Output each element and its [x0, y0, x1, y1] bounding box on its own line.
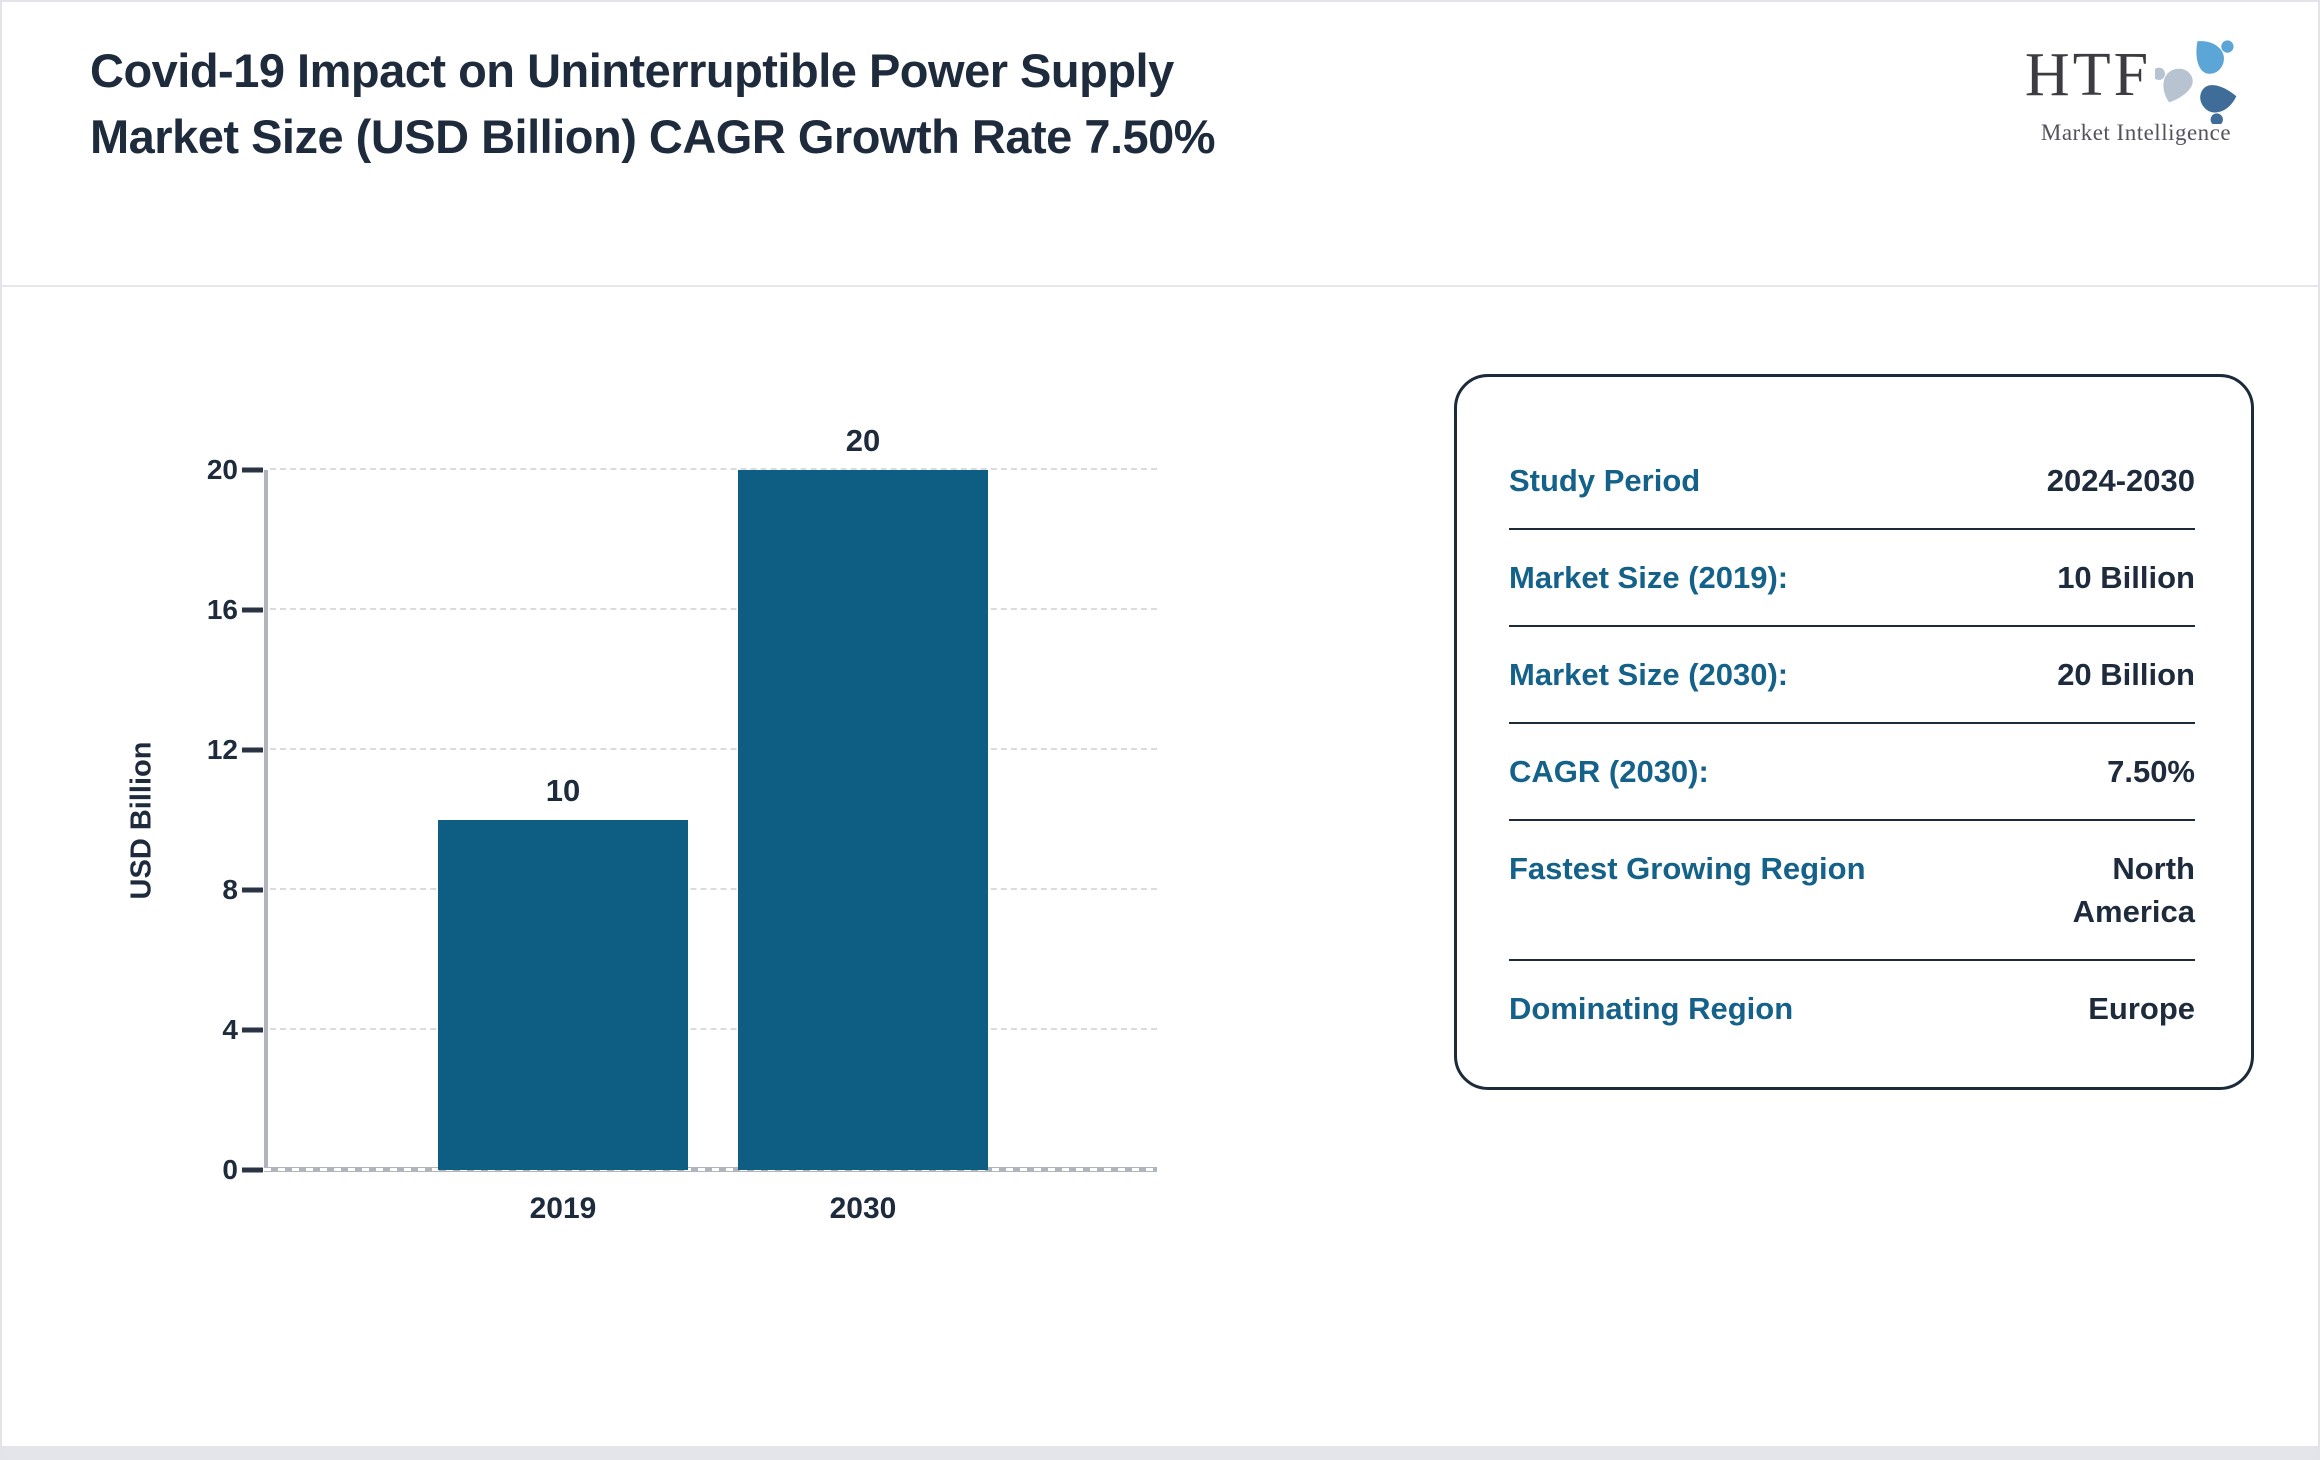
info-row-label: Market Size (2030):	[1509, 657, 1789, 692]
gridline	[270, 888, 1157, 890]
info-row-market-size-2019: Market Size (2019): 10 Billion	[1509, 530, 2195, 627]
info-row-value: North America	[2072, 851, 2195, 929]
y-axis-tick-mark	[242, 607, 263, 613]
info-row-study-period: Study Period 2024-2030	[1509, 433, 2195, 530]
info-row-label: Fastest Growing Region	[1509, 851, 1866, 886]
y-axis-tick-label: 8	[222, 874, 238, 905]
info-row-value: 7.50%	[2107, 754, 2195, 789]
bar-chart: 0 4 8 12 16 20 10 20 2019 2030	[152, 423, 1157, 1225]
info-row-label: CAGR (2030):	[1509, 754, 1709, 789]
info-row-label: Dominating Region	[1509, 991, 1794, 1026]
logo-text: HTF	[2024, 41, 2152, 109]
bar-2019: 10	[438, 773, 688, 1170]
info-row-fastest-growing-region: Fastest Growing Region North America	[1509, 821, 2195, 961]
brand-logo: HTF Market Intelligence	[2016, 40, 2256, 146]
gridline	[270, 748, 1157, 750]
y-axis-tick-mark	[242, 467, 263, 473]
y-axis-tick-mark	[242, 887, 263, 893]
page-title: Covid-19 Impact on Uninterruptible Power…	[90, 44, 1216, 163]
logo-subtitle: Market Intelligence	[2040, 120, 2232, 145]
gridline	[270, 608, 1157, 610]
info-row-value: Europe	[2088, 991, 2195, 1026]
header-divider	[2, 285, 2318, 287]
info-row-label: Market Size (2019):	[1509, 560, 1789, 595]
y-axis-tick-mark	[242, 1027, 263, 1033]
info-panel: Study Period 2024-2030 Market Size (2019…	[1454, 374, 2254, 1090]
bar-value-label: 10	[545, 773, 581, 808]
info-row-dominating-region: Dominating Region Europe	[1509, 961, 2195, 1056]
bottom-strip	[2, 1446, 2318, 1458]
x-axis-baseline	[264, 1167, 1157, 1172]
info-row-label: Study Period	[1509, 463, 1701, 498]
info-row-cagr: CAGR (2030): 7.50%	[1509, 724, 2195, 821]
info-row-market-size-2030: Market Size (2030): 20 Billion	[1509, 627, 2195, 724]
y-axis-tick-label: 16	[206, 594, 238, 625]
x-axis-label-2030: 2030	[829, 1192, 897, 1225]
info-row-value: 10 Billion	[2057, 560, 2195, 595]
info-row-value: 2024-2030	[2046, 463, 2195, 498]
y-axis-tick-mark	[242, 747, 263, 753]
bar-value-label: 20	[845, 423, 881, 458]
x-axis-label-2019: 2019	[529, 1192, 597, 1225]
y-axis-spine	[264, 470, 268, 1170]
y-axis-tick-label: 12	[206, 734, 238, 765]
info-row-value: 20 Billion	[2057, 657, 2195, 692]
gridline	[270, 1028, 1157, 1030]
y-axis-tick-label: 0	[222, 1154, 238, 1185]
y-axis-tick-mark	[242, 1167, 263, 1173]
y-axis-tick-label: 20	[206, 454, 238, 485]
gridline	[270, 468, 1157, 470]
y-axis-tick-label: 4	[222, 1014, 238, 1045]
bar-2030: 20	[738, 423, 988, 1170]
logo-swirl-icon	[2155, 40, 2237, 124]
